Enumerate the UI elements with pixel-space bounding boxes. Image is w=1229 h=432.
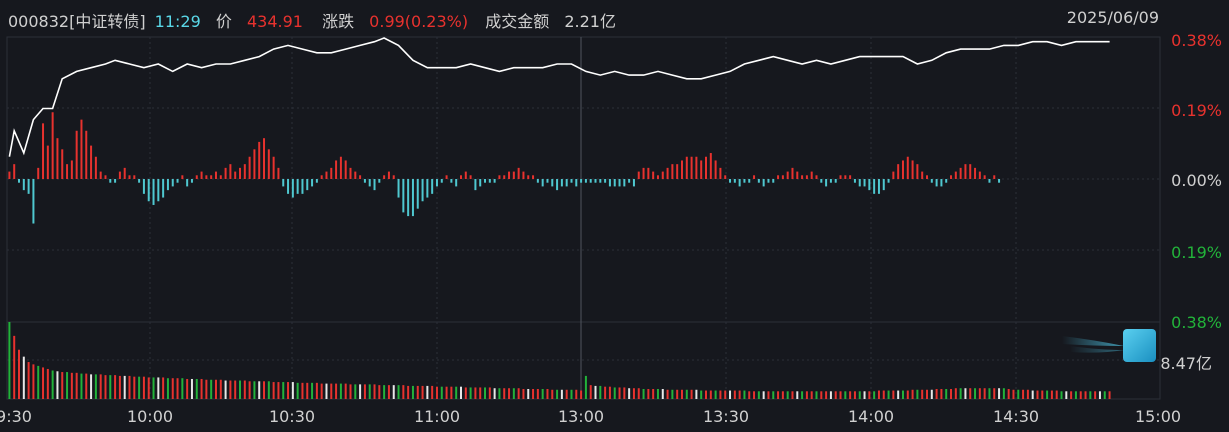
x-tick-label: 13:30 (703, 407, 749, 426)
y-tick-label: 0.19% (1171, 101, 1222, 120)
current-time: 11:29 (154, 12, 201, 31)
x-tick-label: 10:00 (127, 407, 173, 426)
security-name[interactable]: 000832[中证转债] (8, 12, 146, 31)
x-tick-label: 14:00 (848, 407, 894, 426)
volume-max-label: 8.47亿 (1160, 354, 1212, 373)
x-tick-label: 15:00 (1135, 407, 1181, 426)
turnover-label: 成交金额 (485, 12, 550, 31)
chart-date: 2025/06/09 (1066, 8, 1159, 27)
change-label: 涨跌 (322, 12, 355, 31)
x-tick-label: 14:30 (993, 407, 1039, 426)
flow-bars (8, 112, 1001, 224)
header-bar: 000832[中证转债] 11:29 价 434.91 涨跌 0.99(0.23… (8, 8, 616, 32)
chart-grid (6, 36, 1161, 400)
y-tick-label: 0.00% (1171, 171, 1222, 190)
price-change-line (8, 37, 1110, 157)
turnover-value: 2.21亿 (564, 12, 616, 31)
price-label: 价 (215, 12, 232, 31)
x-tick-label: 9:30 (0, 407, 32, 426)
y-tick-label: 0.38% (1171, 313, 1222, 332)
plot-frame (6, 36, 1161, 400)
y-tick-label: 0.38% (1171, 31, 1222, 50)
volume-indicator-icon[interactable] (1062, 329, 1156, 362)
volume-bars (8, 322, 1111, 399)
x-tick-label: 10:30 (269, 407, 315, 426)
x-tick-label: 11:00 (414, 407, 460, 426)
x-tick-label: 13:00 (558, 407, 604, 426)
price-value: 434.91 (246, 12, 303, 31)
y-tick-label: 0.19% (1171, 243, 1222, 262)
change-value: 0.99(0.23%) (369, 12, 469, 31)
